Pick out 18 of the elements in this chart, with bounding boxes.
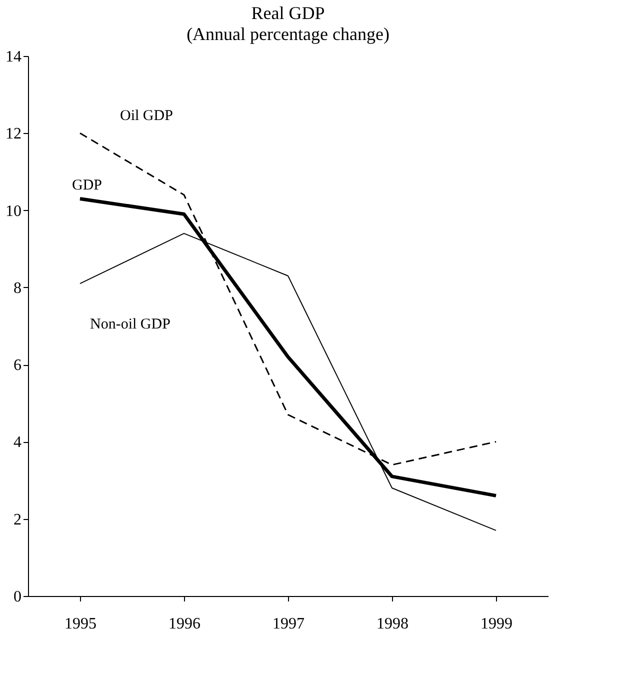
chart-title: Real GDP (251, 3, 325, 23)
y-tick-label: 8 (14, 280, 22, 297)
y-tick-label: 14 (6, 48, 22, 66)
x-tick-label: 1999 (480, 616, 512, 632)
series-label: Oil GDP (120, 108, 173, 124)
y-tick-label: 2 (14, 511, 22, 528)
series-label: GDP (72, 178, 102, 194)
y-tick-label: 6 (14, 357, 22, 374)
chart-subtitle: (Annual percentage change) (186, 24, 390, 44)
y-tick-label: 12 (6, 126, 22, 143)
text: Non-oil GDP (90, 316, 170, 333)
y-tick-label: 4 (14, 434, 22, 452)
x-tick-label: 1995 (64, 616, 96, 632)
x-tick-label: 1998 (376, 616, 408, 632)
y-tick-label: 10 (6, 202, 22, 220)
y-tick-label: 0 (14, 588, 22, 606)
x-tick-label: 1997 (272, 616, 304, 632)
x-tick-label: 1996 (168, 616, 200, 632)
